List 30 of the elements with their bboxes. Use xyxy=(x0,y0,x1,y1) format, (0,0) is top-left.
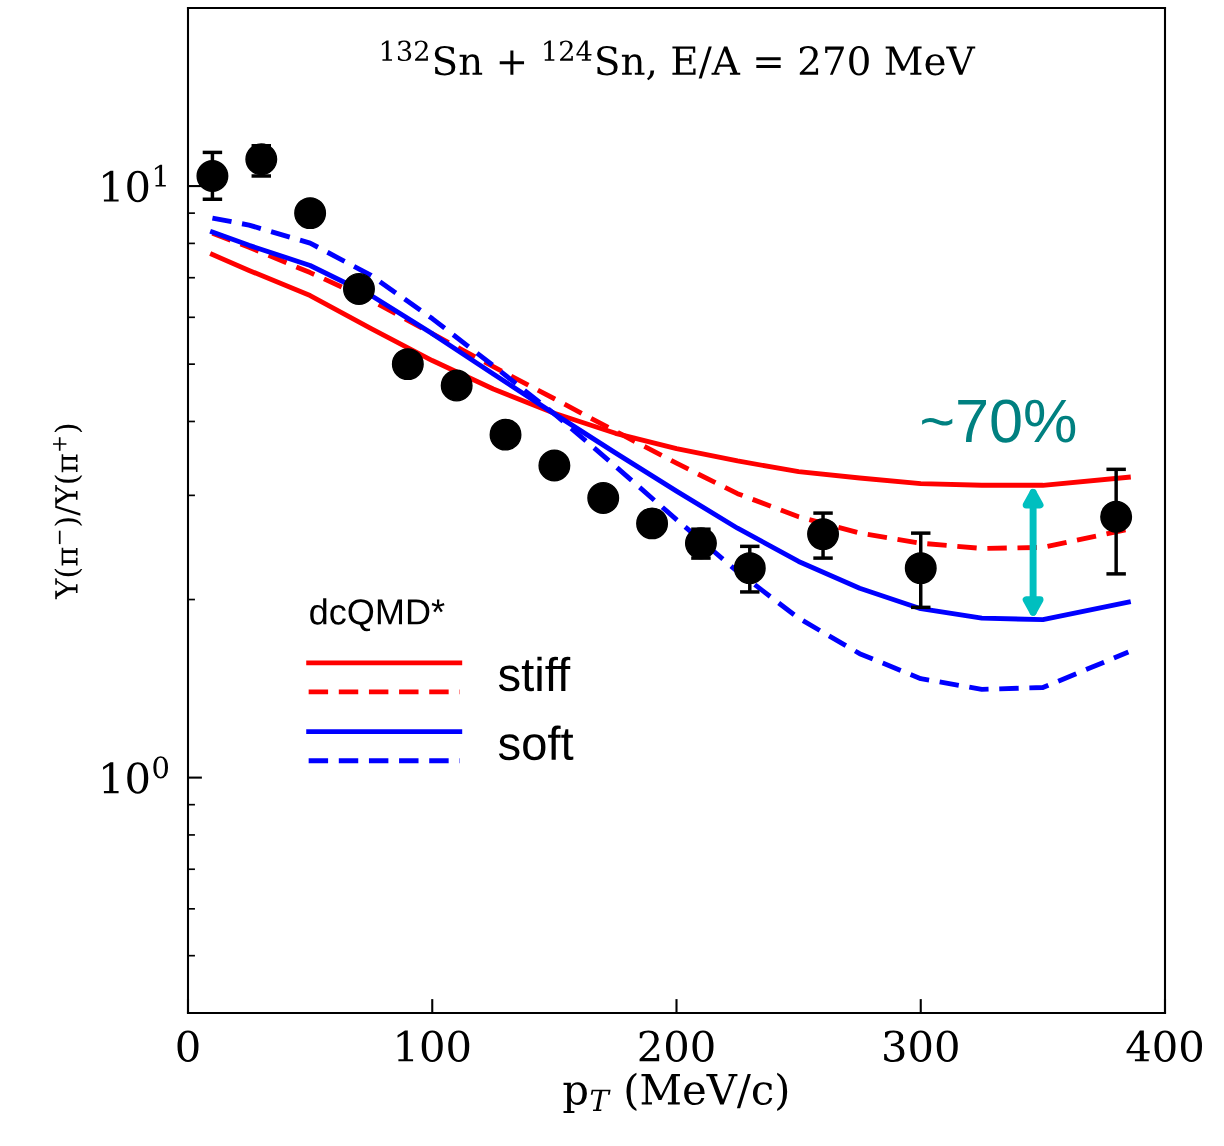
line-series xyxy=(209,215,1131,692)
annotation: ~70% xyxy=(922,399,1076,443)
point xyxy=(245,143,278,176)
point xyxy=(343,272,375,305)
text: $^{132}$Sn + $^{124}$Sn, E/A = 270 MeV xyxy=(381,40,976,81)
point xyxy=(391,348,424,381)
x-tick-label: 100 xyxy=(397,1030,470,1062)
legend-label: stiff xyxy=(498,656,571,692)
x-tick-label: 300 xyxy=(884,1030,958,1062)
point xyxy=(587,481,620,514)
x-tick-label: 400 xyxy=(1126,1030,1202,1062)
point xyxy=(1100,500,1133,533)
x-tick-label: 0 xyxy=(177,1030,199,1062)
point xyxy=(807,518,840,551)
y-axis-title: Y(π$^{−}$)/Y(π$^{+}$) xyxy=(53,424,83,600)
point xyxy=(489,418,522,451)
legend-label: soft xyxy=(498,725,574,761)
legend-title: dcQMD* xyxy=(310,598,445,632)
point xyxy=(196,160,229,192)
x-axis-title: p$_{T}$ (MeV/c) xyxy=(563,1072,788,1114)
point xyxy=(440,369,473,402)
point xyxy=(294,197,327,230)
y-tick-label: 10$^{1}$ xyxy=(103,164,166,203)
point xyxy=(636,507,669,540)
point xyxy=(733,552,766,585)
x-tick-label: 200 xyxy=(639,1030,714,1062)
y-tick-label: 10$^{0}$ xyxy=(103,756,169,794)
point xyxy=(904,552,937,585)
point xyxy=(538,449,571,482)
point xyxy=(684,527,717,560)
